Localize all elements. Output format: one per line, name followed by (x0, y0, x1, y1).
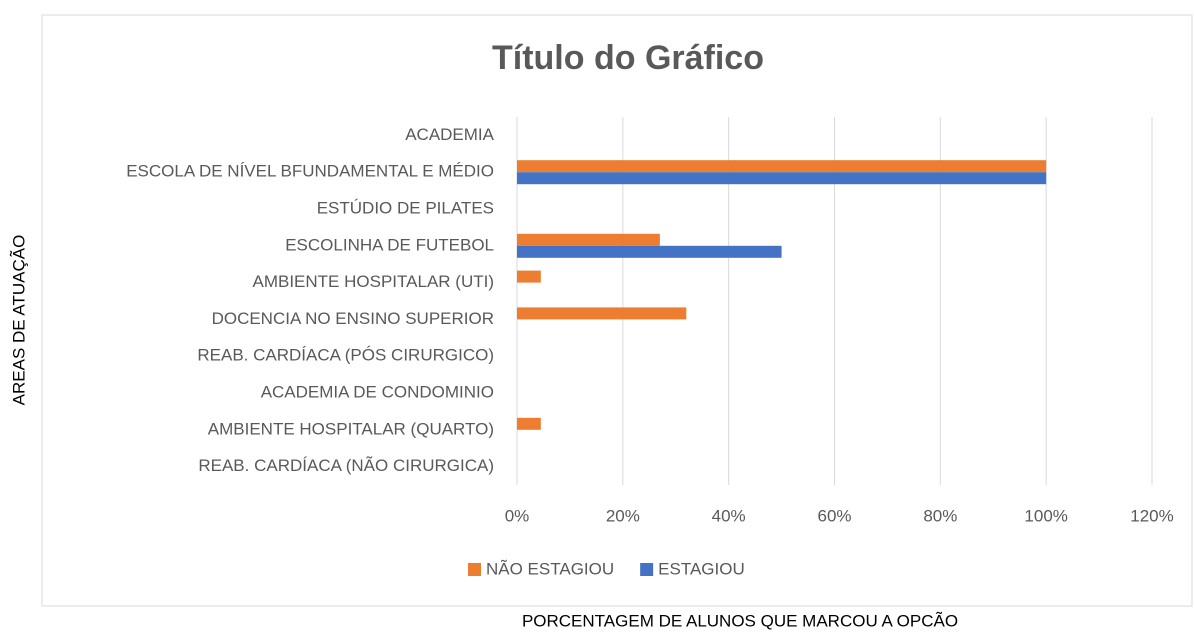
y-tick-label: ESCOLINHA DE FUTEBOL (285, 235, 494, 254)
y-tick-label: REAB. CARDÍACA (NÃO CIRURGICA) (198, 456, 494, 475)
y-tick-label: REAB. CARDÍACA (PÓS CIRURGICO) (197, 346, 494, 365)
bar (517, 245, 782, 258)
bar (517, 307, 687, 320)
y-tick-label: ESCOLA DE NÍVEL BFUNDAMENTAL E MÉDIO (126, 162, 494, 181)
x-tick-label: 100% (1024, 506, 1067, 525)
x-axis-label: PORCENTAGEM DE ALUNOS QUE MARCOU A OPCÃO (522, 611, 958, 630)
bar (517, 160, 1047, 173)
bar (517, 270, 541, 283)
x-tick-label: 80% (923, 506, 957, 525)
legend-swatch (640, 563, 654, 576)
legend-label: NÃO ESTAGIOU (486, 559, 614, 578)
x-tick-label: 0% (505, 506, 530, 525)
x-tick-label: 60% (817, 506, 851, 525)
y-tick-label: ACADEMIA DE CONDOMINIO (261, 382, 494, 401)
bar (517, 172, 1047, 185)
y-tick-label: DOCENCIA NO ENSINO SUPERIOR (212, 309, 494, 328)
y-tick-label: ACADEMIA (405, 125, 494, 144)
legend-label: ESTAGIOU (658, 559, 745, 578)
legend-swatch (468, 563, 481, 576)
y-axis-label: AREAS DE ATUAÇÃO (9, 235, 28, 406)
x-tick-label: 40% (712, 506, 746, 525)
y-tick-label: AMBIENTE HOSPITALAR (UTI) (253, 272, 495, 291)
bar (517, 233, 660, 246)
y-tick-label: ESTÚDIO DE PILATES (317, 198, 494, 217)
y-tick-label: AMBIENTE HOSPITALAR (QUARTO) (208, 419, 494, 438)
x-tick-label: 20% (606, 506, 640, 525)
bar (517, 417, 541, 430)
x-tick-label: 120% (1130, 506, 1173, 525)
chart-title: Título do Gráfico (492, 39, 764, 77)
